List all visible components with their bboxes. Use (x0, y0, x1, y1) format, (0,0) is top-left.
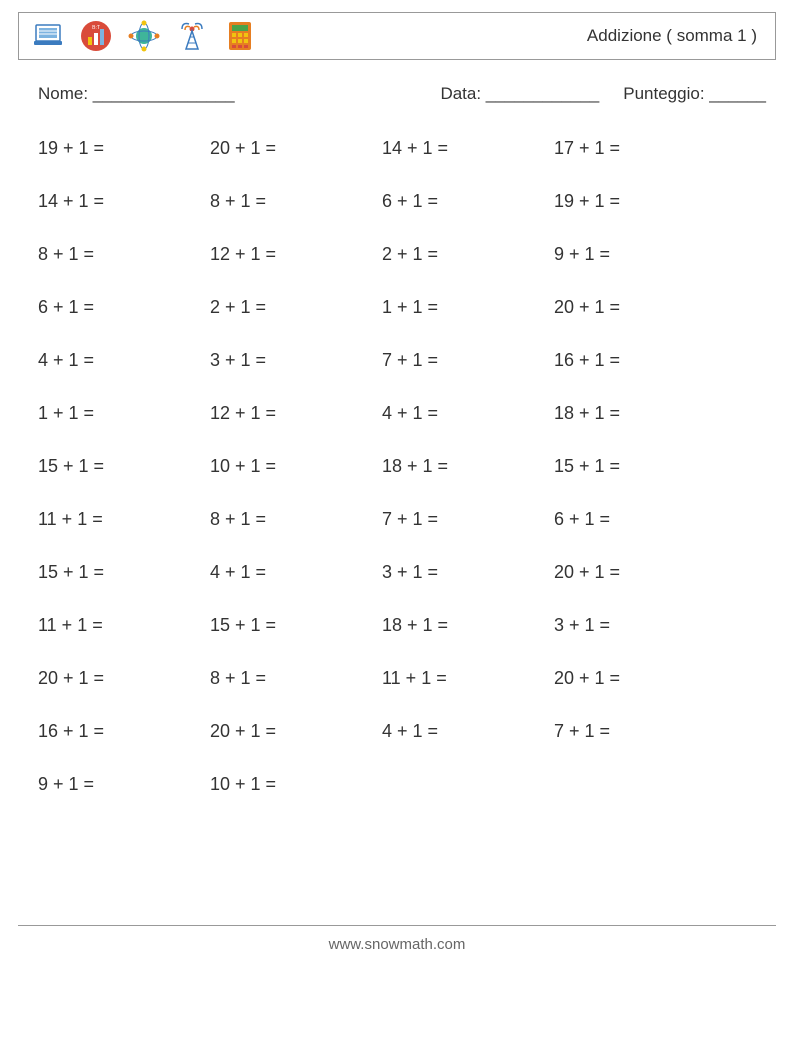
problem-cell (554, 774, 726, 795)
footer-rule (18, 925, 776, 926)
problem-cell: 10 + 1 = (210, 456, 382, 477)
problem-row: 11 + 1 =15 + 1 =18 + 1 =3 + 1 = (38, 615, 776, 636)
problem-row: 14 + 1 =8 + 1 =6 + 1 =19 + 1 = (38, 191, 776, 212)
problem-row: 16 + 1 =20 + 1 =4 + 1 =7 + 1 = (38, 721, 776, 742)
problem-cell: 4 + 1 = (382, 721, 554, 742)
problem-cell: 4 + 1 = (382, 403, 554, 424)
problem-cell: 2 + 1 = (210, 297, 382, 318)
globe-network-icon (127, 19, 161, 53)
worksheet-title: Addizione ( somma 1 ) (587, 26, 763, 46)
problem-cell: 20 + 1 = (554, 668, 726, 689)
problem-cell: 8 + 1 = (210, 191, 382, 212)
problem-cell: 15 + 1 = (38, 456, 210, 477)
problem-cell: 1 + 1 = (382, 297, 554, 318)
problem-cell: 20 + 1 = (554, 562, 726, 583)
problem-row: 6 + 1 =2 + 1 =1 + 1 =20 + 1 = (38, 297, 776, 318)
problem-cell: 7 + 1 = (382, 350, 554, 371)
problem-cell: 8 + 1 = (38, 244, 210, 265)
name-field: Nome: _______________ (38, 84, 235, 103)
problem-cell: 4 + 1 = (38, 350, 210, 371)
problem-cell: 8 + 1 = (210, 668, 382, 689)
problem-cell: 11 + 1 = (38, 615, 210, 636)
problem-cell: 15 + 1 = (38, 562, 210, 583)
problem-cell: 11 + 1 = (382, 668, 554, 689)
problem-row: 19 + 1 =20 + 1 =14 + 1 =17 + 1 = (38, 138, 776, 159)
problem-row: 20 + 1 =8 + 1 =11 + 1 =20 + 1 = (38, 668, 776, 689)
problems-grid: 19 + 1 =20 + 1 =14 + 1 =17 + 1 =14 + 1 =… (18, 138, 776, 795)
problem-cell: 18 + 1 = (382, 456, 554, 477)
problem-row: 4 + 1 =3 + 1 =7 + 1 =16 + 1 = (38, 350, 776, 371)
chart-icon: B:T (79, 19, 113, 53)
problem-cell: 20 + 1 = (210, 721, 382, 742)
problem-row: 9 + 1 =10 + 1 = (38, 774, 776, 795)
problem-cell: 7 + 1 = (382, 509, 554, 530)
laptop-icon (31, 19, 65, 53)
problem-cell: 12 + 1 = (210, 403, 382, 424)
antenna-icon (175, 19, 209, 53)
problem-cell: 18 + 1 = (554, 403, 726, 424)
problem-cell: 18 + 1 = (382, 615, 554, 636)
date-field: Data: ____________ (440, 84, 599, 104)
problem-cell: 3 + 1 = (382, 562, 554, 583)
problem-cell (382, 774, 554, 795)
footer-text: www.snowmath.com (18, 936, 776, 969)
problem-cell: 8 + 1 = (210, 509, 382, 530)
problem-cell: 16 + 1 = (554, 350, 726, 371)
problem-cell: 17 + 1 = (554, 138, 726, 159)
problem-cell: 7 + 1 = (554, 721, 726, 742)
problem-cell: 1 + 1 = (38, 403, 210, 424)
problem-cell: 14 + 1 = (38, 191, 210, 212)
problem-cell: 2 + 1 = (382, 244, 554, 265)
problem-cell: 3 + 1 = (554, 615, 726, 636)
problem-cell: 9 + 1 = (38, 774, 210, 795)
problem-row: 8 + 1 =12 + 1 =2 + 1 =9 + 1 = (38, 244, 776, 265)
problem-cell: 20 + 1 = (554, 297, 726, 318)
problem-cell: 19 + 1 = (554, 191, 726, 212)
problem-cell: 11 + 1 = (38, 509, 210, 530)
calculator-icon (223, 19, 257, 53)
problem-cell: 3 + 1 = (210, 350, 382, 371)
problem-row: 11 + 1 =8 + 1 =7 + 1 =6 + 1 = (38, 509, 776, 530)
problem-cell: 19 + 1 = (38, 138, 210, 159)
problem-cell: 12 + 1 = (210, 244, 382, 265)
problem-cell: 20 + 1 = (38, 668, 210, 689)
problem-cell: 6 + 1 = (554, 509, 726, 530)
problem-cell: 15 + 1 = (210, 615, 382, 636)
problem-cell: 4 + 1 = (210, 562, 382, 583)
problem-cell: 15 + 1 = (554, 456, 726, 477)
problem-cell: 14 + 1 = (382, 138, 554, 159)
header-box: B:T (18, 12, 776, 60)
problem-cell: 6 + 1 = (382, 191, 554, 212)
problem-cell: 16 + 1 = (38, 721, 210, 742)
problem-cell: 10 + 1 = (210, 774, 382, 795)
problem-row: 15 + 1 =10 + 1 =18 + 1 =15 + 1 = (38, 456, 776, 477)
info-row: Nome: _______________ Data: ____________… (18, 84, 776, 104)
problem-cell: 9 + 1 = (554, 244, 726, 265)
problem-row: 1 + 1 =12 + 1 =4 + 1 =18 + 1 = (38, 403, 776, 424)
svg-text:B:T: B:T (92, 25, 100, 31)
problem-cell: 20 + 1 = (210, 138, 382, 159)
problem-cell: 6 + 1 = (38, 297, 210, 318)
score-field: Punteggio: ______ (623, 84, 766, 104)
problem-row: 15 + 1 =4 + 1 =3 + 1 =20 + 1 = (38, 562, 776, 583)
header-icons: B:T (31, 19, 257, 53)
